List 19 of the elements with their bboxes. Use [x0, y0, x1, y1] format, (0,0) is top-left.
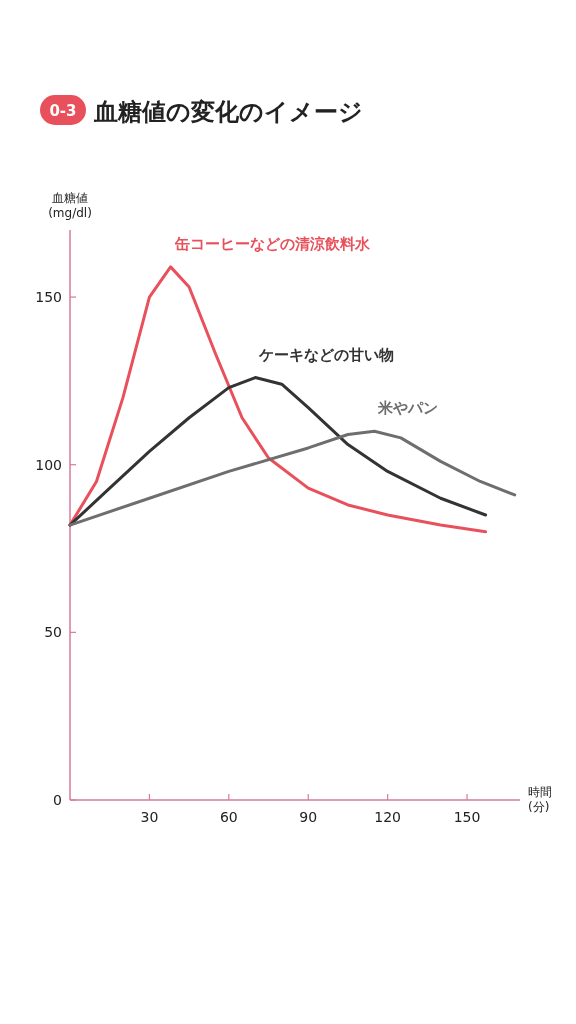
x-tick-label: 150 — [453, 809, 481, 825]
x-tick-label: 30 — [140, 809, 159, 825]
line-series — [68, 265, 488, 534]
x-axis-title: 時間 (分) — [528, 785, 552, 814]
badge: 0-3 — [40, 95, 86, 125]
x-tick-label: 90 — [299, 809, 318, 825]
y-axis-title: 血糖値 (mg/dl) — [48, 191, 92, 220]
x-tick-label: 120 — [374, 809, 402, 825]
x-tick-label: 60 — [219, 809, 238, 825]
y-tick-label: 0 — [53, 792, 62, 808]
series-label: 米やパン — [377, 399, 439, 418]
chart-title: 血糖値の変化のイメージ — [93, 98, 363, 126]
series-label: 缶コーヒーなどの清涼飲料水 — [173, 234, 371, 253]
line-series — [68, 376, 488, 527]
series-label: ケーキなどの甘い物 — [258, 345, 395, 364]
y-tick-label: 100 — [35, 456, 62, 473]
y-tick-label: 150 — [35, 289, 62, 306]
line-series — [68, 429, 517, 527]
y-tick-label: 50 — [44, 624, 62, 641]
